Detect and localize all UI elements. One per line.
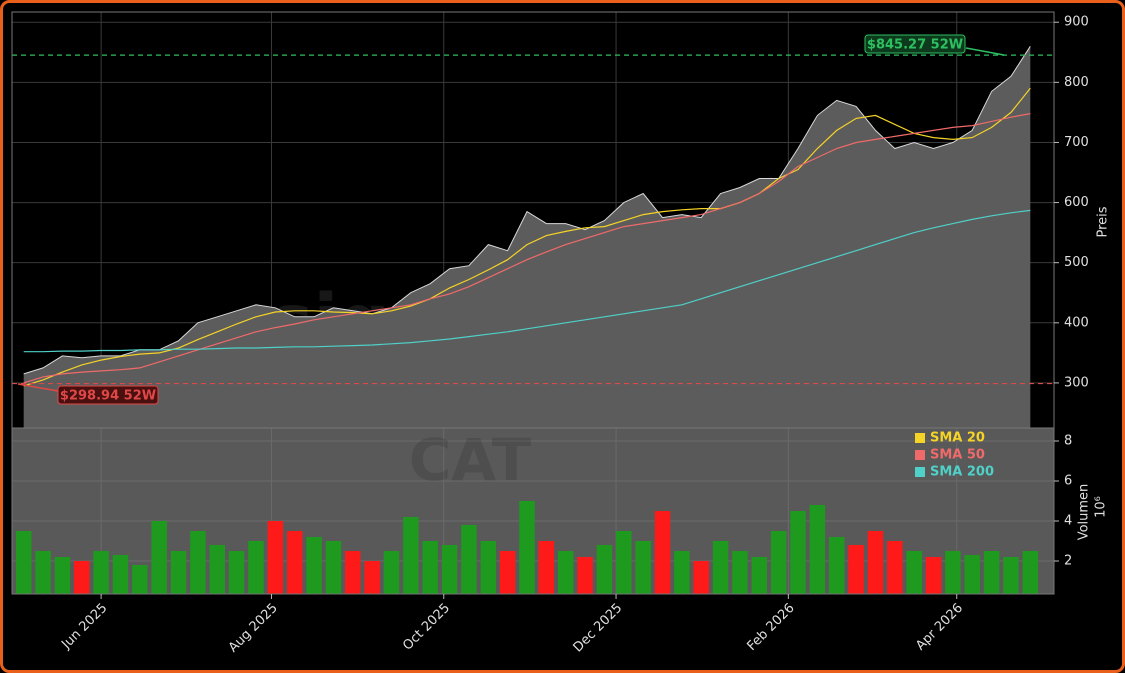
volume-bar bbox=[751, 557, 768, 594]
legend-label: SMA 50 bbox=[930, 448, 985, 463]
volume-bar bbox=[635, 541, 651, 594]
sma-line bbox=[23, 87, 1031, 387]
annotation-arrow bbox=[17, 383, 59, 392]
volume-bar bbox=[596, 545, 613, 594]
volume-bar bbox=[132, 565, 148, 594]
annotation-box bbox=[57, 385, 159, 405]
y-tick-label: 4 bbox=[1064, 514, 1072, 529]
volume-bar bbox=[732, 551, 748, 594]
volume-bar bbox=[228, 551, 245, 594]
volume-bar bbox=[499, 551, 516, 594]
legend-label: SMA 200 bbox=[930, 465, 994, 480]
sma-line bbox=[23, 209, 1031, 353]
price-axis-label: Preis bbox=[1096, 206, 1111, 237]
y-tick-label: 700 bbox=[1064, 135, 1089, 150]
volume-bar bbox=[577, 557, 593, 594]
volume-bar bbox=[35, 551, 51, 594]
volume-bar bbox=[790, 511, 806, 594]
volume-bar bbox=[654, 511, 671, 594]
volume-bar bbox=[770, 531, 787, 594]
volume-bar bbox=[983, 551, 1000, 594]
y-tick-label: 8 bbox=[1064, 434, 1072, 449]
legend-swatch bbox=[915, 467, 925, 477]
volume-axis-label: Volumen bbox=[1077, 484, 1092, 541]
price-line bbox=[23, 46, 1031, 375]
y-tick-label: 2 bbox=[1064, 554, 1072, 569]
volume-bar bbox=[383, 551, 400, 594]
volume-bar bbox=[422, 541, 438, 594]
volume-bar bbox=[848, 545, 864, 594]
volume-bar bbox=[674, 551, 690, 594]
sma-line bbox=[23, 113, 1031, 384]
volume-bar bbox=[403, 517, 419, 594]
volume-bar bbox=[286, 531, 303, 594]
volume-bar bbox=[925, 557, 942, 594]
y-tick-label: 800 bbox=[1064, 75, 1089, 90]
price-area bbox=[23, 46, 1031, 429]
volume-offset-label: 10⁶ bbox=[1094, 496, 1109, 518]
volume-bar bbox=[15, 531, 32, 594]
volume-bar bbox=[809, 505, 826, 594]
volume-bar bbox=[306, 537, 322, 594]
volume-bar bbox=[887, 541, 903, 594]
y-tick-label: 500 bbox=[1064, 255, 1089, 270]
volume-bar bbox=[712, 541, 729, 594]
volume-bar bbox=[364, 561, 380, 594]
y-tick-label: 600 bbox=[1064, 195, 1089, 210]
volume-bar bbox=[693, 561, 709, 594]
volume-bar bbox=[1003, 557, 1019, 594]
annotation-box bbox=[864, 34, 966, 54]
volume-bar bbox=[538, 541, 555, 594]
volume-bar bbox=[1022, 551, 1039, 594]
annotation-label: $298.94 52W bbox=[60, 389, 156, 404]
volume-bar bbox=[267, 521, 284, 594]
watermark-title: CAT bbox=[409, 426, 532, 494]
volume-bar bbox=[190, 531, 206, 594]
annotation-arrow bbox=[965, 47, 1005, 56]
volume-bar bbox=[964, 555, 980, 594]
volume-bar bbox=[93, 551, 109, 594]
volume-bar bbox=[345, 551, 361, 594]
volume-bar bbox=[557, 551, 574, 594]
y-tick-label: 900 bbox=[1064, 15, 1089, 30]
plot-layer: signale.tradeCAT$845.27 52W$298.94 52W bbox=[12, 12, 1054, 594]
legend-label: SMA 20 bbox=[930, 431, 985, 446]
legend-swatch bbox=[915, 433, 925, 443]
volume-bar bbox=[828, 537, 845, 594]
y-tick-label: 6 bbox=[1064, 474, 1072, 489]
volume-bar bbox=[461, 525, 477, 594]
volume-bar bbox=[54, 557, 71, 594]
volume-bar bbox=[867, 531, 884, 594]
volume-bar bbox=[906, 551, 922, 594]
y-tick-label: 300 bbox=[1064, 375, 1089, 390]
volume-bar bbox=[248, 541, 264, 594]
volume-bar bbox=[170, 551, 187, 594]
annotation-label: $845.27 52W bbox=[867, 38, 963, 53]
volume-frame bbox=[11, 427, 1055, 595]
volume-bar bbox=[74, 561, 90, 594]
volume-bar bbox=[112, 555, 129, 594]
volume-bar bbox=[616, 531, 632, 594]
volume-bar bbox=[441, 545, 458, 594]
volume-bar bbox=[151, 521, 167, 594]
volume-bar bbox=[519, 501, 535, 594]
volume-bar bbox=[209, 545, 226, 594]
volume-bar bbox=[325, 541, 342, 594]
legend-swatch bbox=[915, 450, 925, 460]
volume-bar bbox=[945, 551, 961, 594]
y-tick-label: 400 bbox=[1064, 315, 1089, 330]
volume-bar bbox=[480, 541, 497, 594]
